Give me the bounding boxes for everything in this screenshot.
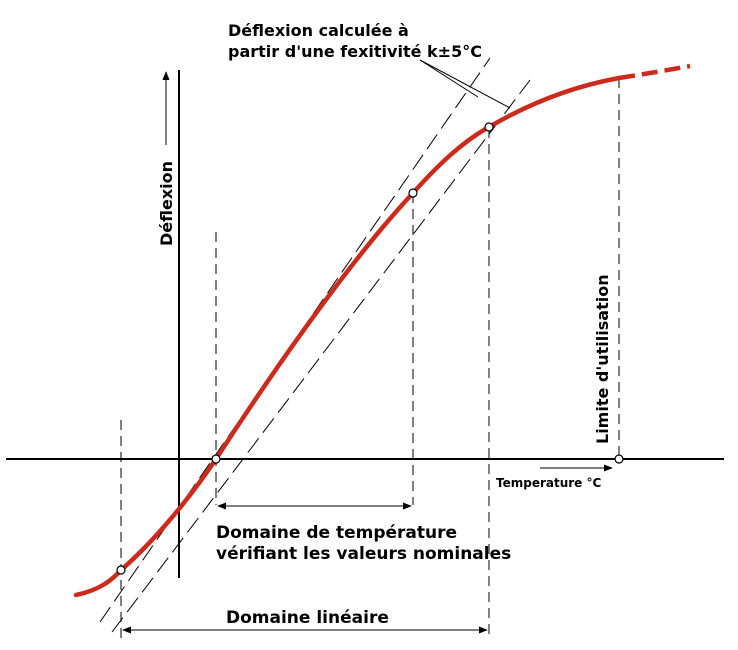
deflection-curve-extension bbox=[618, 63, 691, 81]
limit-label: Limite d'utilisation bbox=[593, 274, 612, 444]
point-linear-end bbox=[484, 122, 494, 132]
callout-leader-2 bbox=[419, 59, 511, 109]
point-limit bbox=[614, 454, 624, 464]
point-nominal-end bbox=[408, 188, 418, 198]
callout-leader-1 bbox=[419, 59, 479, 98]
point-linear-start bbox=[116, 565, 126, 575]
calc-deflection-label-line1: Déflexion calculée à bbox=[228, 21, 409, 40]
point-nominal-start bbox=[211, 454, 221, 464]
tolerance-line-lower bbox=[111, 79, 531, 633]
x-axis-label: Temperature °C bbox=[496, 476, 601, 490]
y-axis-label: Déflexion bbox=[157, 161, 176, 246]
calc-deflection-label-line2: partir d'une fexitivité k±5°C bbox=[228, 42, 482, 61]
nominal-range-label-line2: vérifiant les valeurs nominales bbox=[216, 544, 511, 564]
linear-range-label: Domaine linéaire bbox=[226, 608, 389, 628]
nominal-range-label-line1: Domaine de température bbox=[216, 523, 457, 543]
deflection-curve bbox=[73, 75, 622, 598]
callout-leaders bbox=[419, 59, 511, 109]
curve-points bbox=[116, 122, 624, 575]
